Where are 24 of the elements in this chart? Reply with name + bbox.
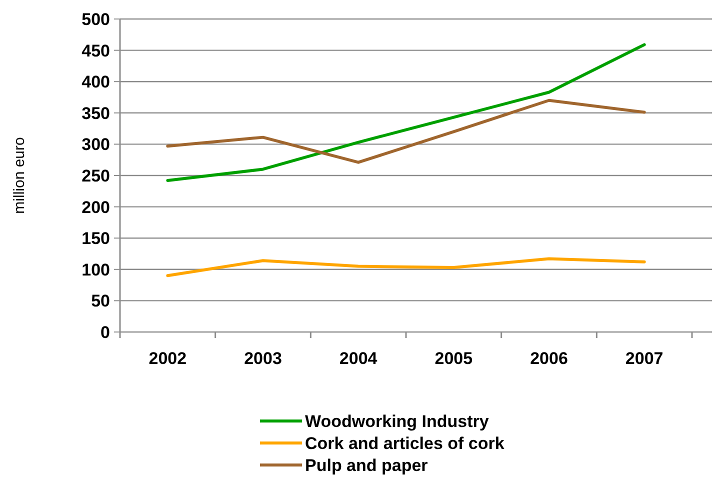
y-tick-label: 0	[100, 322, 110, 342]
y-tick-label: 300	[82, 135, 110, 154]
y-tick-label: 250	[82, 166, 110, 186]
y-tick-label: 400	[82, 72, 110, 92]
y-tick-label: 200	[82, 198, 110, 217]
line-series	[166, 43, 646, 182]
y-tick-label: 150	[82, 229, 110, 248]
line-series	[166, 257, 646, 278]
x-tick-label: 2007	[625, 349, 664, 368]
legend-label: Woodworking Industry	[305, 412, 490, 431]
legend-label: Pulp and paper	[305, 456, 428, 475]
legend-label: Cork and articles of cork	[305, 434, 505, 453]
x-tick-label: 2002	[148, 349, 187, 368]
x-tick-label: 2006	[530, 349, 568, 368]
x-tick-label: 2003	[244, 349, 282, 368]
x-tick-label: 2004	[339, 349, 378, 368]
y-tick-label: 350	[82, 104, 110, 123]
y-tick-label: 450	[82, 41, 110, 60]
y-axis-title: million euro	[11, 137, 28, 214]
y-tick-label: 500	[82, 10, 110, 29]
line-series	[166, 98, 646, 164]
y-tick-label: 50	[91, 292, 110, 311]
y-tick-label: 100	[82, 260, 110, 280]
x-tick-label: 2005	[434, 349, 473, 368]
